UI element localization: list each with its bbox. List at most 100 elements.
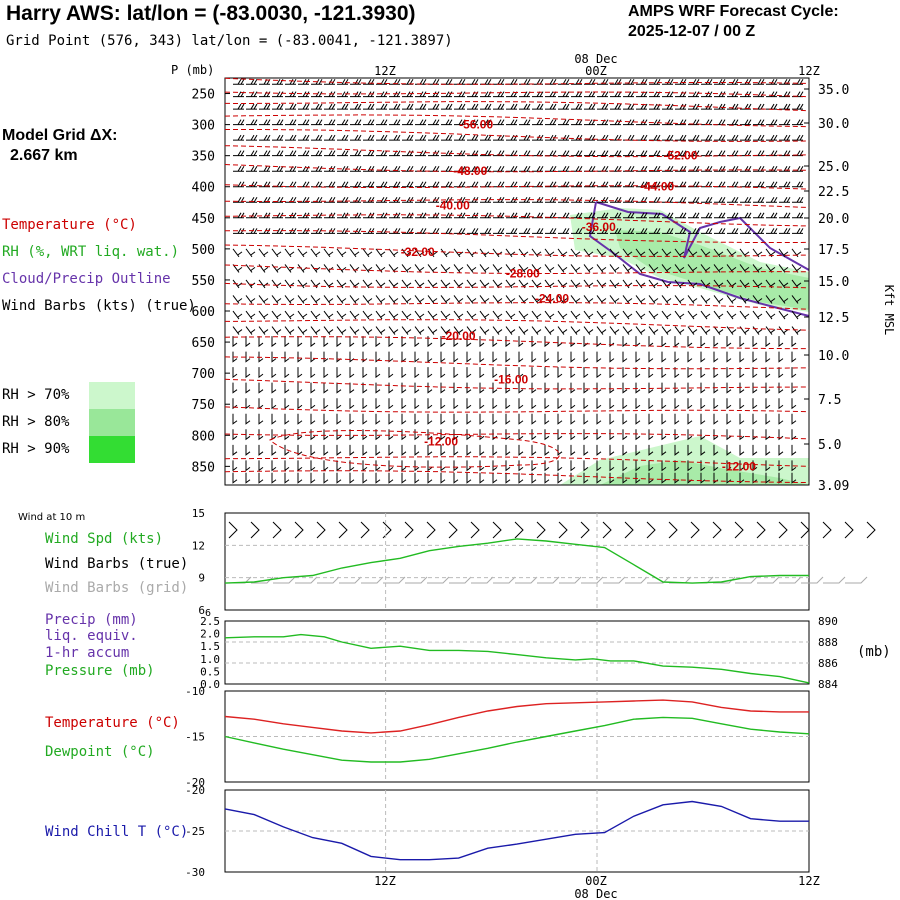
- wind-barb: [713, 264, 724, 273]
- wind-barb: [323, 336, 329, 348]
- wind-barb: [531, 472, 537, 484]
- wind-barb: [545, 150, 557, 157]
- wind-barb: [765, 351, 771, 363]
- wind-barb: [687, 264, 698, 273]
- wind-barb: [453, 264, 464, 273]
- wind-barb: [544, 460, 550, 472]
- surface-wind-barb: [800, 521, 810, 539]
- wind-barb: [363, 134, 375, 141]
- wind-barb: [375, 398, 381, 410]
- wind-barb: [258, 429, 264, 441]
- wind-barb: [766, 197, 778, 203]
- wind-barb: [336, 279, 347, 289]
- wind-barb: [388, 279, 399, 289]
- surface-wind-barb: [536, 521, 546, 539]
- wind-barb: [791, 310, 802, 320]
- wind10-label: Wind at 10 m: [18, 512, 85, 523]
- wind-barb: [272, 78, 284, 85]
- wind-barb: [466, 413, 472, 425]
- wind-barb: [701, 134, 713, 141]
- wind-barb: [623, 78, 635, 85]
- wind-barb: [544, 248, 555, 258]
- wind-barb: [336, 248, 347, 258]
- wind-barb: [297, 413, 303, 425]
- wind-barb: [779, 119, 791, 126]
- wind-barb: [272, 103, 284, 110]
- wind-barb: [571, 150, 583, 157]
- surface-wind-barb: [272, 521, 282, 539]
- wind-barb: [544, 351, 550, 363]
- wind-barb: [584, 165, 596, 172]
- wind-barb: [349, 444, 355, 456]
- wind-barb: [674, 336, 680, 348]
- wind-barb: [454, 103, 466, 110]
- wind-barb: [752, 295, 763, 304]
- wind-barb: [362, 336, 368, 348]
- wind-barb: [518, 264, 529, 273]
- wind-barb: [752, 279, 763, 289]
- wind-barb: [713, 351, 719, 363]
- wind-barb: [427, 264, 438, 273]
- wind-barb: [570, 444, 576, 456]
- pressure-tick-label: 500: [192, 243, 215, 258]
- wind-barb: [388, 310, 399, 320]
- wind-barb: [454, 150, 466, 157]
- wind-barb: [479, 295, 490, 304]
- wind-barb: [610, 119, 622, 126]
- wind-barb: [649, 150, 661, 157]
- wind-barb: [453, 351, 459, 363]
- wind-barb: [284, 326, 295, 335]
- wind-barb: [726, 398, 732, 410]
- wind-barb: [687, 248, 698, 258]
- wind-barb: [362, 310, 373, 320]
- wind-barb: [284, 248, 295, 258]
- wind-barb: [700, 248, 711, 258]
- wind-barb: [479, 336, 485, 348]
- pressure-tick-label-right: 888: [818, 636, 838, 649]
- wind-barb: [492, 413, 498, 425]
- wind-barb: [662, 228, 674, 234]
- precip-tick-label: 0.5: [200, 665, 220, 678]
- wind-barb: [622, 264, 633, 273]
- wind-barb: [674, 382, 680, 394]
- wind-barb: [232, 398, 238, 410]
- wind-barb: [661, 367, 667, 379]
- wind-barb: [713, 413, 719, 425]
- wind-barb: [440, 367, 446, 379]
- wind-barb: [440, 472, 446, 484]
- wind-barb: [518, 326, 529, 335]
- wind-barb: [401, 413, 407, 425]
- wind-barb: [467, 181, 479, 188]
- temperature-contour-label: -32.00: [401, 245, 435, 259]
- temp-tick-label: -10: [185, 685, 205, 698]
- wind-barb: [323, 382, 329, 394]
- panel-break-label: 6: [205, 608, 211, 619]
- wind-barb: [440, 295, 451, 304]
- wind-barb: [713, 398, 719, 410]
- wind-barb: [544, 429, 550, 441]
- wind-barb: [778, 398, 784, 410]
- wind-barb: [427, 326, 438, 335]
- wind-barb: [753, 197, 765, 203]
- wind-barb: [779, 134, 791, 141]
- wind-barb: [375, 248, 386, 258]
- wind-barb: [376, 197, 388, 203]
- wind-barb: [765, 460, 771, 472]
- wind-barb: [454, 119, 466, 126]
- forecast-cycle: AMPS WRF Forecast Cycle: 2025-12-07 / 00…: [628, 2, 839, 42]
- wind-barb: [350, 103, 362, 110]
- wind-barb: [453, 248, 464, 258]
- pressure-tick-label: 250: [192, 88, 215, 103]
- wind-barb: [726, 460, 732, 472]
- wind-barb: [532, 103, 544, 110]
- wind-barb: [401, 279, 412, 289]
- wind-barb: [648, 248, 659, 258]
- wind-barb: [258, 367, 264, 379]
- surface-wind-barb: [250, 521, 260, 539]
- wind-barb: [480, 134, 492, 141]
- wind-barb: [791, 279, 802, 289]
- wind-barb: [259, 150, 271, 157]
- wind-barb: [688, 134, 700, 141]
- wind-barb: [362, 429, 368, 441]
